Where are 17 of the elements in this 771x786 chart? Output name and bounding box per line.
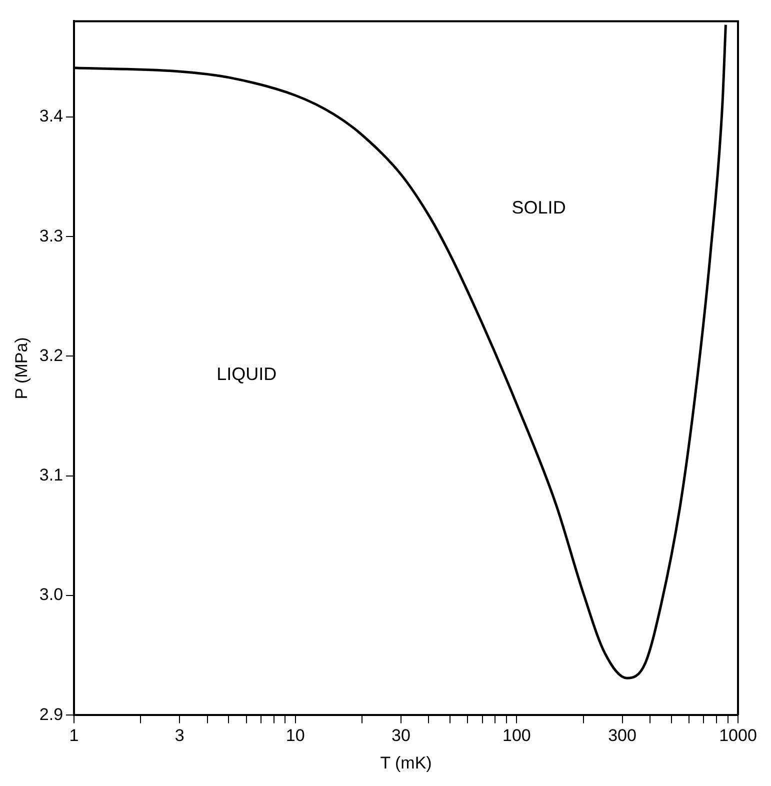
x-tick-label: 300 — [608, 726, 636, 746]
x-tick-label: 100 — [502, 726, 531, 746]
annotation: LIQUID — [216, 364, 277, 384]
annotation: SOLID — [512, 198, 566, 218]
x-tick-label: 30 — [391, 726, 410, 746]
y-tick-label: 3.2 — [39, 346, 64, 365]
y-axis-title: P (MPa) — [12, 337, 31, 400]
x-tick-label: 1 — [69, 726, 79, 746]
y-tick-label: 3.0 — [39, 585, 64, 604]
x-tick-label: 3 — [174, 726, 184, 746]
x-tick-label: 1000 — [719, 726, 757, 746]
x-tick-label: 10 — [286, 726, 305, 746]
y-tick-label: 3.4 — [39, 106, 64, 126]
x-axis-title: T (mK) — [380, 753, 432, 772]
y-tick-label: 3.3 — [39, 226, 64, 246]
y-tick-label: 3.1 — [39, 466, 64, 485]
y-tick-label: 2.9 — [39, 704, 64, 724]
